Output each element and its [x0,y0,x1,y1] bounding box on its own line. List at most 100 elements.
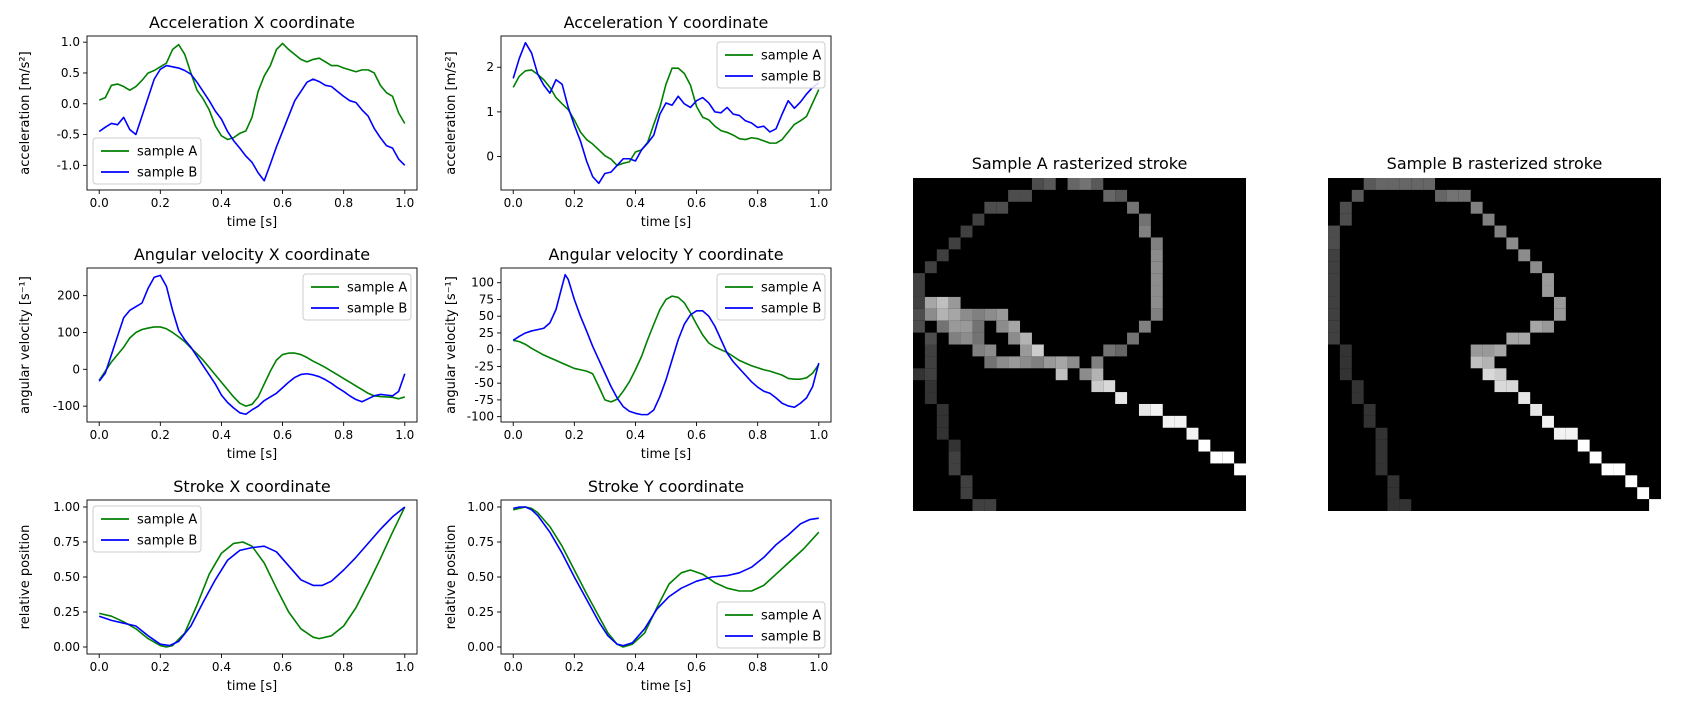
raster-b: Sample B rasterized stroke [1328,154,1661,511]
legend-label: sample B [761,70,821,85]
raster-pixel [1210,451,1223,464]
raster-pixel [1542,415,1554,428]
raster-pixel [1091,380,1104,393]
y-tick-label: 75 [479,292,494,306]
raster-pixel [1091,368,1104,381]
y-tick-label: 0.00 [53,640,80,654]
raster-pixel [1375,451,1388,464]
raster-pixel [1375,463,1388,476]
x-tick-label: 0.2 [151,660,170,674]
raster-pixel [1150,237,1163,250]
raster-pixel [1079,178,1092,190]
x-tick-label: 0.6 [687,196,706,210]
raster-pixel [1387,178,1400,190]
raster-pixel [1103,344,1116,357]
raster-pixel [996,320,1009,333]
raster-pixel [1351,380,1364,393]
raster-pixel [1150,308,1163,321]
legend: sample A sample B [302,273,412,321]
x-tick-label: 0.0 [504,660,523,674]
x-axis-label: time [s] [227,447,277,462]
raster-pixel [1055,368,1068,381]
raster-pixel [913,273,925,286]
raster-pixel [1008,332,1021,345]
x-tick-label: 0.8 [748,196,767,210]
legend: sample A sample B [92,505,202,553]
raster-pixel [1067,356,1080,369]
raster-pixel [1328,320,1340,333]
subplot-3: Angular velocity X coordinate 0.0 0.2 0.4 0.… [18,245,418,462]
raster-pixel [1055,356,1068,369]
subplot-5: Stroke X coordinate 0.0 0.2 0.4 0.6 0.8 1.0 0.0… [18,477,418,694]
x-tick-label: 0.2 [565,196,584,210]
x-tick-label: 0.4 [626,196,645,210]
raster-pixel [1020,356,1032,369]
y-tick-label: -75 [474,393,494,407]
raster-pixel [924,332,937,345]
x-axis-label: time [s] [641,447,691,462]
raster-pixel [1186,427,1199,440]
x-tick-label: 0.4 [212,660,231,674]
raster-pixel [1518,392,1531,404]
legend: sample A sample B [716,41,826,89]
y-axis-label: angular velocity [s⁻¹] [18,276,33,414]
series-line-b [512,41,820,185]
raster-pixel [936,415,949,428]
subplot-title: Stroke Y coordinate [588,477,744,496]
y-tick-label: 1.00 [467,500,494,514]
series-line-b [513,506,819,647]
raster-pixel [996,308,1009,321]
raster-pixel [924,308,937,321]
subplot-6: Stroke Y coordinate 0.0 0.2 0.4 0.6 0.8 1.0 0.0… [444,477,832,694]
legend-label: sample A [347,281,407,296]
raster-pixel [1565,427,1578,440]
raster-pixel [936,308,949,321]
raster-pixel [1637,487,1650,500]
raster-pixel [1375,178,1388,190]
x-tick-label: 0.4 [626,428,645,442]
raster-pixel [1506,380,1519,393]
x-tick-label: 0.6 [273,196,292,210]
raster-pixel [1542,285,1554,297]
raster-pixel [1482,213,1495,226]
raster-pixel [1625,475,1638,488]
x-tick-label: 0.8 [334,428,353,442]
raster-pixel [1494,368,1507,381]
raster-pixel [1339,368,1352,381]
x-tick-label: 0.2 [151,428,170,442]
raster-pixel [1470,344,1483,357]
raster-pixel [948,451,961,464]
x-tick-label: 1.0 [809,196,828,210]
raster-pixel [1328,296,1340,309]
legend-label: sample B [137,166,197,181]
raster-pixel [1328,285,1340,297]
raster-pixel [1328,225,1340,238]
raster-pixel [1115,392,1128,404]
raster-pixel [1222,451,1235,464]
raster-pixel [913,368,925,381]
raster-pixel [1387,487,1400,500]
raster-pixel [948,463,961,476]
raster-pixel [1363,403,1376,416]
raster-pixel [1518,249,1531,262]
raster-pixel [924,356,937,369]
subplot-title: Stroke X coordinate [173,477,330,496]
series-line-a [513,506,820,648]
y-tick-label: 0.0 [61,97,80,111]
raster-pixel [960,332,973,345]
y-tick-label: -0.5 [57,128,80,142]
x-tick-label: 0.8 [334,196,353,210]
x-tick-label: 0.4 [212,428,231,442]
raster-pixel [924,392,937,404]
raster-pixel [972,308,985,321]
raster-title: Sample A rasterized stroke [972,154,1188,173]
legend-label: sample A [761,609,821,624]
x-axis-label: time [s] [641,215,691,230]
raster-pixel [924,261,937,274]
raster-pixel [960,320,973,333]
raster-pixel [984,356,997,369]
raster-pixel [936,320,949,333]
raster-pixel [1115,344,1128,357]
x-tick-label: 1.0 [395,196,414,210]
raster-pixel [948,308,961,321]
